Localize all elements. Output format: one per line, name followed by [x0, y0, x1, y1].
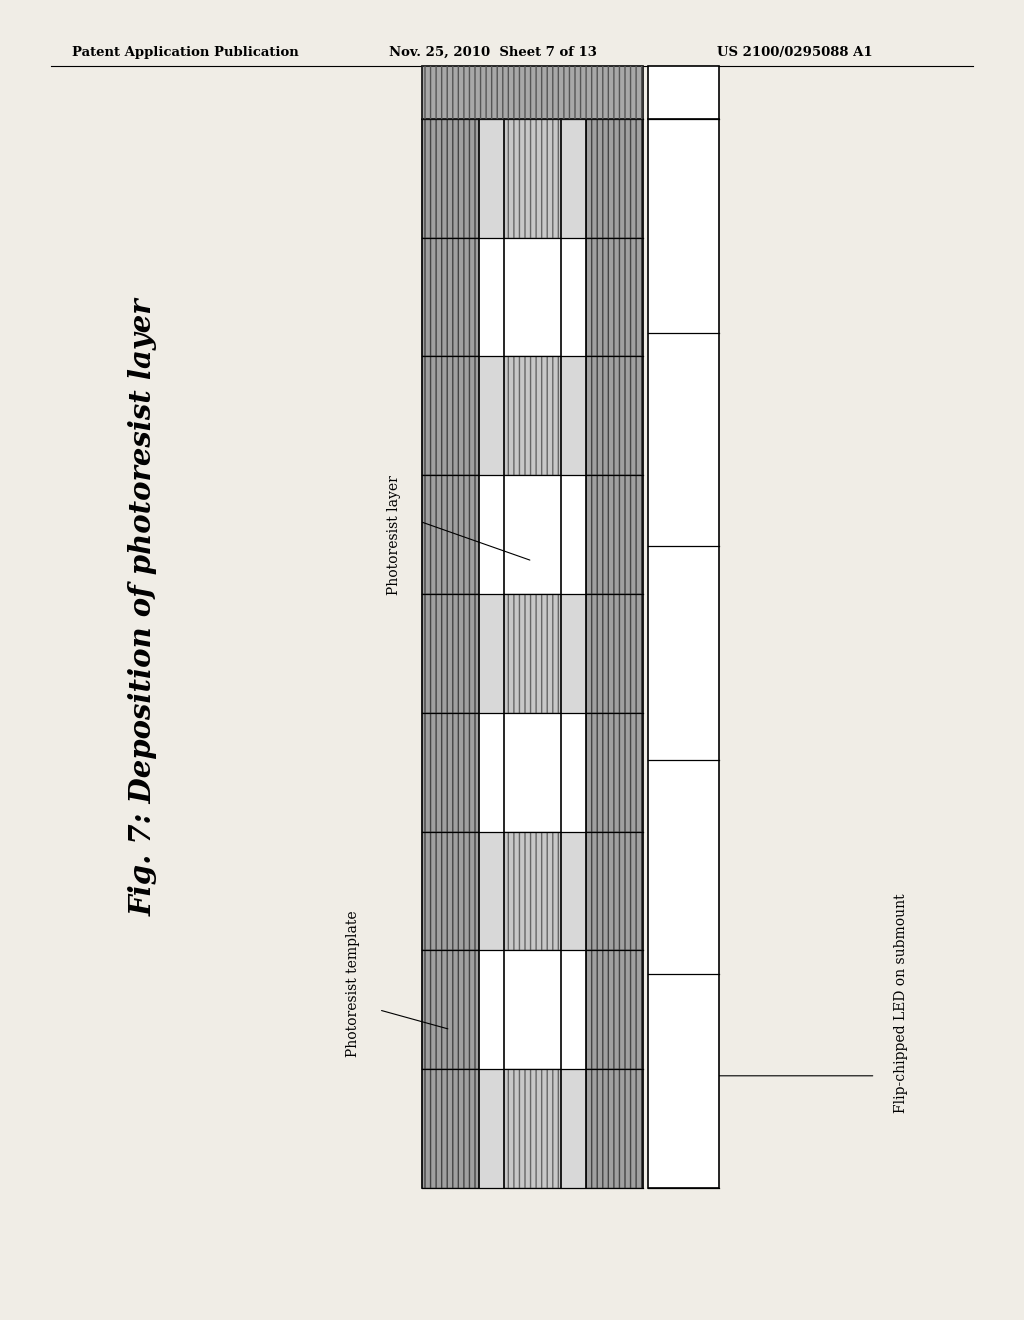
Bar [561, 594, 587, 713]
Bar [505, 1069, 561, 1188]
Bar [479, 356, 505, 475]
Text: Nov. 25, 2010  Sheet 7 of 13: Nov. 25, 2010 Sheet 7 of 13 [389, 46, 597, 59]
Bar [587, 119, 643, 238]
Bar [479, 475, 505, 594]
Bar [423, 832, 479, 950]
Bar [479, 238, 505, 356]
Bar [505, 356, 561, 475]
Bar [505, 832, 561, 950]
Bar [561, 1069, 587, 1188]
Bar [561, 950, 587, 1069]
Text: Fig. 7: Deposition of photoresist layer: Fig. 7: Deposition of photoresist layer [129, 298, 158, 916]
Bar [587, 832, 643, 950]
Bar [505, 238, 561, 356]
Text: Photoresist template: Photoresist template [346, 909, 360, 1057]
Bar [505, 119, 561, 238]
Bar [587, 832, 643, 950]
Bar [505, 594, 561, 713]
Bar [423, 1069, 479, 1188]
Bar [587, 475, 643, 594]
Text: Photoresist layer: Photoresist layer [387, 475, 401, 594]
Bar [587, 1069, 643, 1188]
Bar [423, 950, 479, 1069]
Bar [587, 119, 643, 238]
Bar [479, 594, 505, 713]
Bar [479, 1069, 505, 1188]
Bar [648, 66, 720, 119]
Bar [587, 713, 643, 832]
Bar [423, 119, 479, 238]
Bar [423, 594, 479, 713]
Bar [648, 119, 720, 1188]
Bar [423, 119, 479, 238]
Text: Flip-chipped LED on submount: Flip-chipped LED on submount [894, 894, 908, 1113]
Bar [423, 594, 479, 713]
Bar [587, 238, 643, 356]
Bar [561, 475, 587, 594]
Bar [561, 832, 587, 950]
Bar [479, 832, 505, 950]
Bar [423, 238, 479, 356]
Bar [423, 1069, 479, 1188]
Text: Patent Application Publication: Patent Application Publication [72, 46, 298, 59]
Bar [423, 475, 479, 594]
Bar [587, 356, 643, 475]
Bar [505, 713, 561, 832]
Bar [587, 950, 643, 1069]
Bar [505, 356, 561, 475]
Bar [423, 66, 643, 119]
Bar [479, 950, 505, 1069]
Bar [505, 1069, 561, 1188]
Bar [505, 594, 561, 713]
Bar [423, 713, 479, 832]
Bar [423, 356, 479, 475]
Bar [561, 238, 587, 356]
Bar [561, 356, 587, 475]
Bar [479, 119, 505, 238]
Bar [587, 594, 643, 713]
Bar [423, 356, 479, 475]
Bar [505, 950, 561, 1069]
Bar [423, 66, 643, 119]
Bar [505, 475, 561, 594]
Bar [423, 713, 479, 832]
Bar [479, 713, 505, 832]
Bar [587, 238, 643, 356]
Bar [587, 713, 643, 832]
Bar [423, 238, 479, 356]
Bar [587, 950, 643, 1069]
Bar [423, 950, 479, 1069]
Bar [505, 832, 561, 950]
Bar [587, 356, 643, 475]
Bar [505, 119, 561, 238]
Bar [587, 594, 643, 713]
Bar [587, 1069, 643, 1188]
Bar [561, 119, 587, 238]
Bar [587, 475, 643, 594]
Bar [423, 832, 479, 950]
Text: US 2100/0295088 A1: US 2100/0295088 A1 [717, 46, 872, 59]
Bar [561, 713, 587, 832]
Bar [423, 475, 479, 594]
